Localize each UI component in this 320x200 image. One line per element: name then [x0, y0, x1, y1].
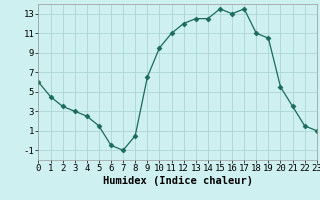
X-axis label: Humidex (Indice chaleur): Humidex (Indice chaleur): [103, 176, 252, 186]
